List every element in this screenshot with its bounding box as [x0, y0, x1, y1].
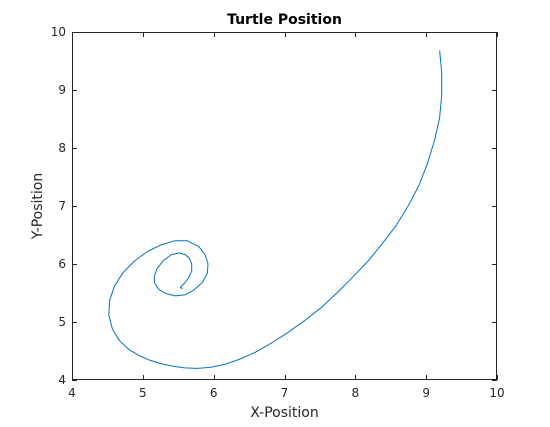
x-tick-label: 8 [352, 386, 360, 400]
x-tick-label: 5 [139, 386, 147, 400]
series-line-0 [108, 50, 443, 369]
x-axis-label: X-Position [250, 405, 318, 421]
x-tick-label: 10 [489, 386, 504, 400]
y-tick-label: 4 [58, 373, 66, 387]
chart-title: Turtle Position [227, 12, 342, 28]
y-tick-label: 7 [58, 199, 66, 213]
y-tick-label: 8 [58, 141, 66, 155]
plot-area [72, 32, 497, 380]
y-axis-label: Y-Position [30, 173, 46, 240]
series-layer [108, 50, 443, 369]
y-tick-label: 6 [58, 257, 66, 271]
y-tick-label: 10 [51, 25, 66, 39]
x-tick-label: 7 [281, 386, 289, 400]
y-tick-label: 5 [58, 315, 66, 329]
y-tick-label: 9 [58, 83, 66, 97]
x-tick-label: 4 [68, 386, 76, 400]
ticks-layer: 4 5 6 7 8 9 10 4 5 6 7 8 9 10 [51, 25, 505, 400]
x-tick-label: 6 [210, 386, 218, 400]
x-tick-label: 9 [422, 386, 430, 400]
